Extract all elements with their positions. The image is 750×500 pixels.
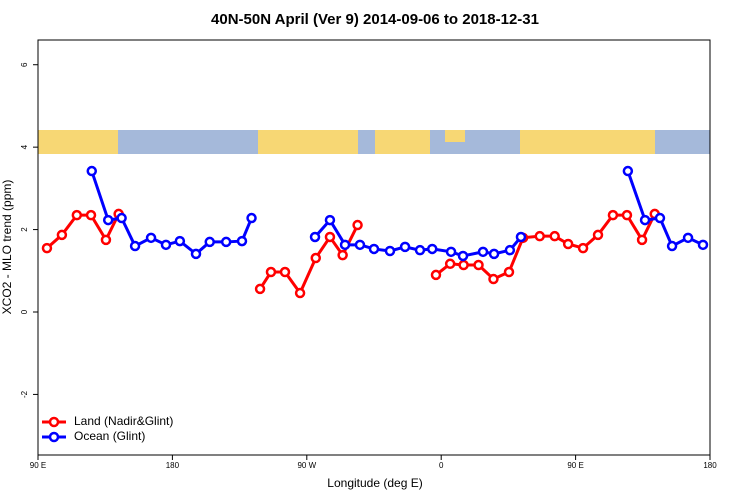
point: [458, 259, 469, 271]
point: [56, 229, 68, 241]
point: [666, 240, 678, 252]
legend-label: Land (Nadir&Glint): [74, 414, 173, 428]
point: [354, 239, 366, 251]
y-tick-label: 0: [20, 309, 29, 314]
point: [682, 232, 694, 244]
x-tick-label: 90 E: [567, 461, 583, 470]
point: [337, 249, 348, 261]
point: [294, 287, 306, 299]
point: [41, 242, 53, 254]
point: [246, 212, 257, 224]
y-tick-label: 4: [20, 144, 29, 149]
point: [639, 214, 651, 226]
point: [86, 165, 98, 177]
point: [654, 212, 666, 224]
point: [399, 241, 411, 253]
point: [515, 231, 527, 243]
point: [100, 234, 112, 246]
point: [160, 239, 172, 251]
legend-label: Ocean (Glint): [74, 429, 145, 443]
point: [504, 244, 516, 256]
x-axis-label: Longitude (deg E): [327, 476, 422, 490]
point: [444, 258, 456, 270]
point: [607, 209, 619, 221]
point: [309, 231, 321, 243]
point: [220, 236, 232, 248]
point: [279, 266, 291, 278]
point: [592, 229, 604, 241]
point: [254, 283, 266, 295]
point: [352, 219, 363, 231]
point: [549, 230, 560, 242]
point: [457, 250, 469, 262]
y-tick-label: 2: [20, 227, 29, 232]
point: [621, 209, 633, 221]
chart-title: 40N-50N April (Ver 9) 2014-09-06 to 2018…: [211, 11, 539, 28]
x-tick-label: 0: [439, 461, 444, 470]
point: [697, 239, 709, 251]
legend-marker: [48, 416, 60, 428]
point: [488, 248, 500, 260]
point: [534, 230, 546, 242]
x-tick-label: 90 E: [30, 461, 46, 470]
point: [384, 245, 396, 257]
map-strip: [38, 130, 710, 154]
point: [324, 214, 336, 226]
y-tick-label: 6: [20, 62, 29, 67]
point: [190, 248, 202, 260]
point: [414, 244, 426, 256]
point: [488, 273, 499, 285]
point: [265, 266, 277, 278]
point: [102, 214, 114, 226]
point: [310, 252, 322, 264]
x-tick-label: 180: [703, 461, 717, 470]
point: [145, 232, 157, 244]
plot-frame: [37, 39, 711, 456]
point: [204, 236, 215, 248]
point: [577, 242, 589, 254]
point: [562, 238, 574, 250]
point: [622, 165, 634, 177]
point: [445, 246, 457, 258]
point: [636, 234, 648, 246]
point: [236, 235, 248, 247]
point: [71, 209, 83, 221]
x-tick-label: 180: [166, 461, 180, 470]
series-line: [45, 213, 657, 297]
point: [116, 212, 127, 224]
point: [129, 240, 141, 252]
point: [430, 269, 442, 281]
y-tick-label: -2: [20, 390, 29, 398]
point: [85, 209, 97, 221]
x-tick-label: 90 W: [297, 461, 316, 470]
legend-marker: [48, 431, 60, 443]
point: [324, 231, 336, 243]
point: [477, 246, 489, 258]
point: [368, 243, 380, 255]
y-axis-label: XCO2 - MLO trend (ppm): [0, 180, 14, 315]
point: [426, 243, 438, 255]
point: [473, 259, 484, 271]
point: [174, 235, 186, 247]
point: [503, 266, 515, 278]
point: [339, 239, 351, 251]
